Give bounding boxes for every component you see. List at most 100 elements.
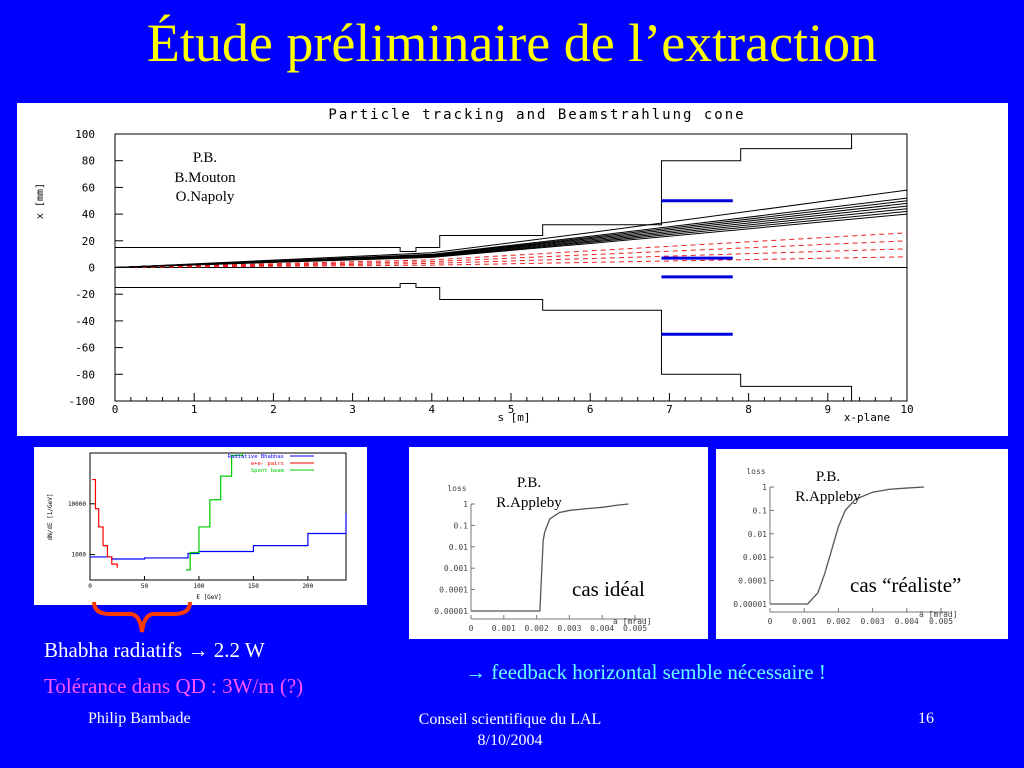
y-tick-label: 0.01	[748, 530, 767, 539]
x-tick-label: 0	[112, 403, 119, 416]
x-tick-label: 8	[745, 403, 752, 416]
x-tick-label: 3	[349, 403, 356, 416]
curly-brace	[92, 601, 192, 633]
tolerance-text: Tolérance dans QD : 3W/m (?)	[44, 674, 304, 698]
arrow-icon: →	[465, 660, 486, 684]
x-tick-label: 4	[428, 403, 435, 416]
series-line	[92, 478, 118, 568]
author-name: P.B.	[815, 469, 841, 485]
y-tick-label: -20	[75, 288, 95, 301]
series-line	[90, 513, 347, 560]
loss-curve	[471, 503, 629, 612]
x-tick-label: 100	[194, 583, 205, 590]
spectrum-plot-panel: 0 50 100 150 200 10000 1000 E [GeV] dN/dE [1/G…	[34, 447, 367, 605]
x-tick-label: 0.002	[525, 624, 549, 633]
y-tick-label: -80	[75, 368, 95, 381]
y-tick-label: 0.0001	[439, 586, 468, 595]
feedback-text: → feedback horizontal semble nécessaire …	[465, 660, 826, 685]
y-tick-label: 1	[762, 483, 767, 492]
beam-track-line	[114, 210, 908, 268]
y-tick-label: 80	[82, 155, 95, 168]
y-tick-label: 1000	[72, 552, 87, 559]
author-name: P.B.	[516, 475, 542, 491]
y-tick-label: 0.00001	[733, 600, 767, 609]
author-name: O.Napoly	[175, 189, 235, 205]
loss-ideal-authors: P.B. R.Appleby	[479, 474, 579, 513]
footer-date: 8/10/2004	[477, 731, 543, 749]
x-tick-label: 200	[302, 583, 313, 590]
loss-realistic-panel: loss 1 0.1 0.01 0.001 0.0001 0.00001 0 0.001 0.00…	[716, 449, 1008, 639]
footer-author: Philip Bambade	[88, 710, 191, 727]
y-tick-label: 1	[463, 500, 468, 509]
x-tick-label: 0.005	[929, 617, 953, 626]
spectrum-ylabel: dN/dE [1/GeV]	[47, 494, 54, 541]
y-tick-label: 0.1	[753, 506, 768, 515]
x-tick-label: 5	[508, 403, 515, 416]
page-number: 16	[918, 710, 934, 727]
tracking-authors: P.B. B.Mouton O.Napoly	[155, 149, 255, 208]
bhabha-label: Bhabha radiatifs	[44, 638, 188, 662]
loss-realistic-authors: P.B. R.Appleby	[778, 468, 878, 507]
x-tick-label: 0.003	[861, 617, 885, 626]
legend-entry-label: Radiative Bhabhas	[228, 454, 284, 460]
y-tick-label: 0.00001	[434, 607, 468, 616]
x-axis-label: a [mrad]	[919, 610, 958, 619]
y-tick-label: -100	[69, 395, 96, 408]
x-tick-label: 0.005	[623, 624, 647, 633]
tracking-plot-panel: Particle tracking and Beamstrahlung cone…	[17, 103, 1008, 436]
aperture-lower-line	[115, 283, 907, 402]
y-tick-label: 0.0001	[738, 577, 767, 586]
x-tick-label: 0	[88, 583, 92, 590]
cone-line	[114, 256, 908, 268]
author-name: R.Appleby	[795, 488, 861, 505]
beam-track-line	[114, 189, 908, 268]
author-name: B.Mouton	[174, 169, 236, 186]
legend-entry-label: Spent beam	[251, 468, 285, 474]
y-axis-label: loss	[746, 467, 765, 476]
x-tick-label: 0.001	[792, 617, 816, 626]
x-tick-label: 150	[248, 583, 259, 590]
feedback-label: feedback horizontal semble nécessaire !	[486, 660, 826, 684]
arrow-icon: →	[187, 638, 209, 662]
y-axis-label: loss	[447, 484, 466, 493]
x-tick-label: 10	[900, 403, 913, 416]
tracking-corner-label: x-plane	[844, 411, 890, 424]
x-tick-label: 0.002	[826, 617, 850, 626]
spectrum-plot: 0 50 100 150 200 10000 1000 E [GeV] dN/dE [1/G…	[47, 452, 347, 601]
author-name: P.B.	[192, 150, 218, 166]
x-tick-label: 6	[587, 403, 594, 416]
x-tick-label: 0.001	[492, 624, 516, 633]
bhabha-value: 2.2 W	[208, 638, 265, 662]
tracking-plot-title: Particle tracking and Beamstrahlung cone	[328, 107, 745, 123]
beam-track-line	[114, 197, 908, 268]
y-tick-label: 0.01	[449, 543, 468, 552]
plot-frame	[89, 452, 347, 581]
series-line	[185, 453, 244, 571]
loss-curve	[770, 486, 924, 605]
x-tick-label: 1	[191, 403, 198, 416]
y-tick-label: 60	[82, 181, 95, 194]
beam-track-line	[114, 208, 908, 268]
footer-center: Conseil scientifique du LAL 8/10/2004	[360, 710, 660, 752]
x-tick-label: 0.004	[590, 624, 614, 633]
cone-line	[114, 240, 908, 268]
y-tick-label: 100	[75, 128, 95, 141]
legend-entry-label: e+e- pairs	[251, 461, 284, 467]
loss-realistic-caption: cas “réaliste”	[850, 573, 962, 597]
spectrum-xlabel: E [GeV]	[196, 594, 221, 601]
slide-title: Étude préliminaire de l’extraction	[146, 13, 878, 73]
x-tick-label: 0.003	[557, 624, 581, 633]
bhabha-power-text: Bhabha radiatifs → 2.2 W	[44, 638, 265, 663]
y-tick-label: 0.001	[743, 553, 767, 562]
x-tick-label: 0.004	[895, 617, 919, 626]
x-tick-label: 2	[270, 403, 277, 416]
y-tick-label: 20	[82, 235, 95, 248]
x-tick-label: 7	[666, 403, 673, 416]
cone-line	[114, 248, 908, 268]
x-tick-label: 0	[768, 617, 773, 626]
y-tick-label: -60	[75, 342, 95, 355]
y-tick-label: 40	[82, 208, 95, 221]
y-tick-label: -40	[75, 315, 95, 328]
